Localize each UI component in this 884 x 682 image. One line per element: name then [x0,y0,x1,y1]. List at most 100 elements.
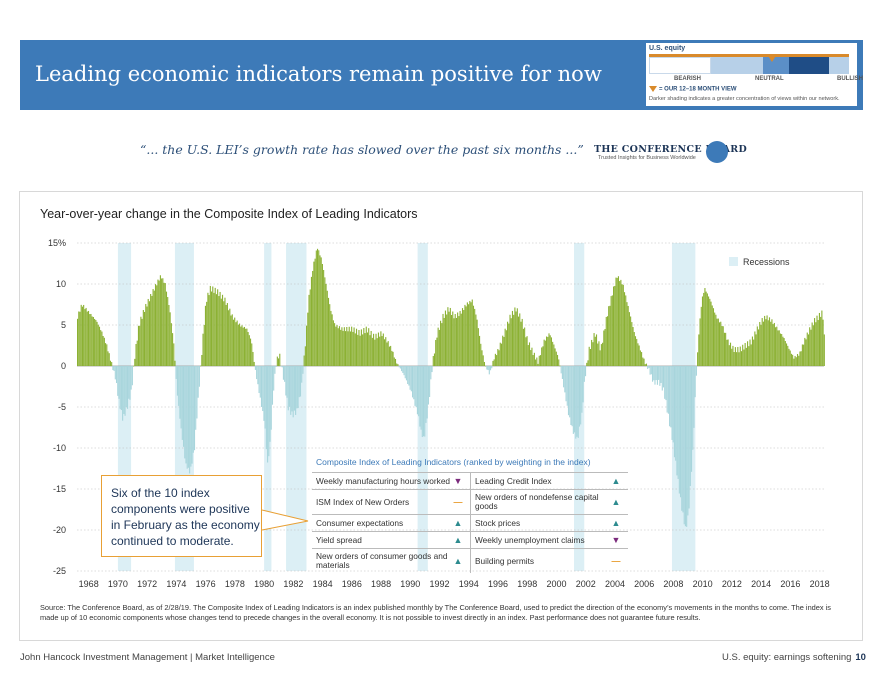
lei-bar [309,289,311,366]
lei-bar [168,305,170,366]
lei-bar [465,306,467,366]
lei-bar [659,366,661,386]
lei-bar [655,366,657,381]
header-banner: Leading economic indicators remain posit… [20,40,863,110]
lei-bar [552,341,554,366]
lei-bar [742,344,744,366]
arrow-up-icon: ▲ [611,475,621,486]
lei-bar [323,269,325,366]
lei-bar [397,364,399,366]
lei-bar [536,357,538,366]
lei-bar [429,366,431,398]
lei-bar [732,345,734,366]
lei-bar [636,338,638,366]
lei-bar [818,312,821,366]
lei-bar [749,339,751,366]
lei-bar [419,366,421,427]
logo-tagline: Trusted Insights for Business Worldwide [598,155,696,161]
lei-bar [316,248,319,366]
lei-bar [364,333,366,366]
lei-bar [307,312,309,366]
lei-bar [441,323,443,366]
lei-bar [332,320,334,366]
arrow-down-icon: ▼ [611,534,621,545]
lei-bar [363,328,365,366]
footer-left: John Hancock Investment Management | Mar… [20,652,275,663]
lei-bar [526,336,528,366]
lei-bar [164,283,166,366]
lei-bar [710,301,712,366]
lei-bar [633,332,635,366]
component-name: New orders of nondefense capital goods [475,492,599,511]
lei-bar [274,366,276,374]
lei-bar [198,366,200,387]
lei-bar [750,344,752,366]
lei-bar [140,316,142,366]
lei-bar [486,366,488,370]
lei-bar [546,336,548,366]
table-title: Composite Index of Leading Indicators (r… [316,457,591,467]
lei-bar [577,366,579,438]
lei-bar [630,316,632,366]
lei-bar [359,335,361,366]
lei-bar [565,366,567,402]
lei-bar [94,318,96,366]
lei-bar [520,321,522,366]
lei-bar [508,323,510,366]
lei-bar [254,366,256,370]
lei-bar [318,250,320,366]
lei-bar [457,312,459,366]
lei-bar [102,336,104,366]
lei-bar [736,352,738,366]
lei-bar [193,366,196,451]
lei-bar [733,352,735,366]
lei-bar [626,302,628,366]
lei-bar [331,314,333,366]
lei-bar [558,359,560,366]
lei-bar [392,351,394,366]
lei-bar [537,363,539,366]
arrow-up-icon: ▲ [453,555,463,566]
lei-bar [346,326,348,366]
lei-bar [637,343,639,366]
callout-box: Six of the 10 index components were posi… [101,475,262,557]
lei-bar [532,355,534,366]
lei-bar [224,297,226,366]
lei-bar [383,339,386,366]
lei-bar [144,311,146,366]
lei-bar [118,366,120,399]
lei-bar [528,342,531,366]
lei-bar [572,366,574,434]
lei-bar [390,345,392,366]
lei-bar [515,311,517,366]
lei-bar [190,366,192,467]
lei-bar [219,291,221,366]
lei-bar [92,316,94,366]
component-name: Weekly manufacturing hours worked [316,475,451,486]
lei-bar [470,302,472,366]
x-tick-label: 1984 [313,579,333,589]
lei-bar [262,366,264,412]
lei-bar [505,330,507,366]
lei-bar [409,366,411,390]
lei-bar [683,366,685,525]
lei-bar [699,318,701,366]
lei-bar [550,337,553,366]
lei-bar [745,347,747,366]
lei-bar [348,326,350,366]
lei-bar [580,366,582,425]
lei-bar [455,317,457,366]
page-number: 10 [855,652,866,663]
lei-bar [281,366,283,368]
lei-bar [678,366,680,494]
lei-bar [623,292,626,366]
x-tick-label: 1994 [459,579,479,589]
lei-bar [184,366,186,459]
lei-bar [589,349,591,366]
lei-bar [647,366,649,369]
lei-bar [571,366,573,427]
lei-bar [615,277,617,366]
lei-bar [223,301,225,366]
lei-bar [325,283,327,366]
lei-bar [530,350,532,366]
